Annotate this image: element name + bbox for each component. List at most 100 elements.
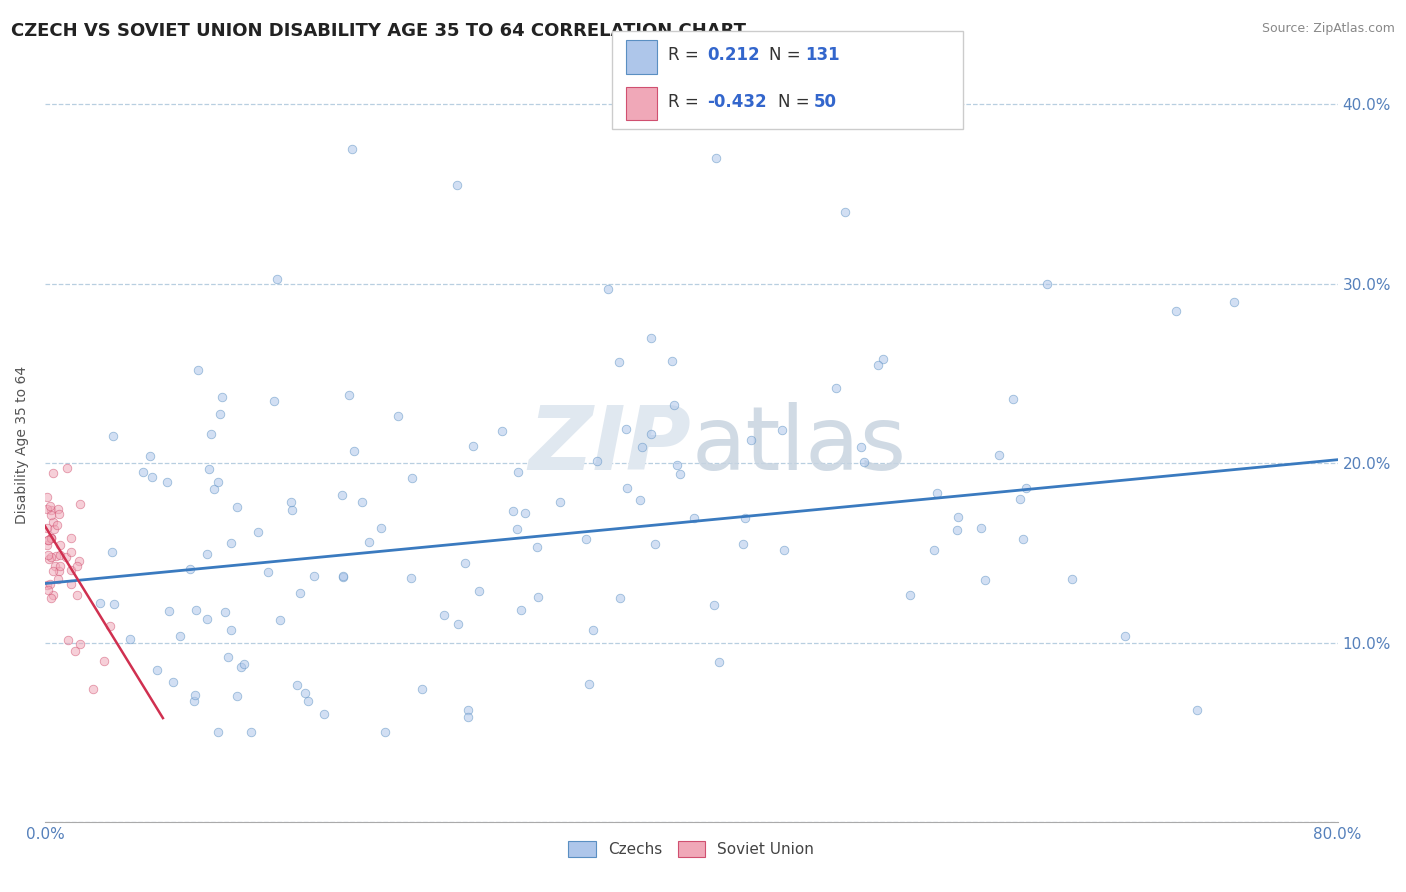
Point xyxy=(39,531,62,545)
Point xyxy=(925,486,948,500)
Point xyxy=(640,426,662,441)
Point xyxy=(100,545,122,559)
Point xyxy=(46,502,69,516)
Point xyxy=(332,488,354,502)
Point xyxy=(607,354,630,368)
Point xyxy=(683,510,706,524)
Point xyxy=(39,591,62,605)
Point xyxy=(411,681,433,696)
Point xyxy=(41,564,63,578)
Point xyxy=(446,178,468,193)
Point xyxy=(41,550,63,565)
Point xyxy=(37,537,59,551)
Point xyxy=(49,559,72,574)
Point xyxy=(401,471,423,485)
Point xyxy=(586,453,609,467)
Point xyxy=(132,465,155,479)
Point xyxy=(219,536,242,550)
Point xyxy=(66,588,89,602)
Point xyxy=(337,388,360,402)
Point xyxy=(457,709,479,723)
Text: Source: ZipAtlas.com: Source: ZipAtlas.com xyxy=(1261,22,1395,36)
Point xyxy=(35,501,58,516)
Point xyxy=(868,358,890,372)
Point xyxy=(433,607,456,622)
Point xyxy=(946,523,969,537)
Point xyxy=(578,677,600,691)
Point xyxy=(849,441,872,455)
Point xyxy=(46,572,69,586)
Point xyxy=(974,574,997,588)
Point xyxy=(157,604,180,618)
Point xyxy=(195,547,218,561)
Point xyxy=(156,475,179,489)
Point xyxy=(37,582,59,597)
Text: 131: 131 xyxy=(806,46,841,64)
Point xyxy=(740,433,762,447)
Point xyxy=(219,623,242,637)
Point xyxy=(69,497,91,511)
Text: N =: N = xyxy=(769,46,806,64)
Point xyxy=(644,537,666,551)
Point xyxy=(1008,492,1031,507)
Text: N =: N = xyxy=(778,93,814,111)
Point xyxy=(183,694,205,708)
Point xyxy=(526,591,548,605)
Point xyxy=(207,475,229,489)
Point xyxy=(640,331,662,345)
Point xyxy=(66,558,89,573)
Point xyxy=(733,537,755,551)
Point xyxy=(704,151,727,165)
Point xyxy=(872,351,894,366)
Point xyxy=(39,577,62,591)
Point xyxy=(98,619,121,633)
Point xyxy=(515,506,537,520)
Text: -0.432: -0.432 xyxy=(707,93,766,111)
Point xyxy=(48,507,70,521)
Point xyxy=(734,511,756,525)
Point xyxy=(352,495,374,509)
Point xyxy=(312,707,335,722)
Point xyxy=(103,598,125,612)
Text: 50: 50 xyxy=(814,93,837,111)
Point xyxy=(145,663,167,677)
Point xyxy=(898,588,921,602)
Point xyxy=(247,525,270,540)
Point xyxy=(37,533,59,548)
Point xyxy=(65,643,87,657)
Point xyxy=(1015,481,1038,495)
Point xyxy=(197,612,219,626)
Point xyxy=(280,495,302,509)
Point xyxy=(502,504,524,518)
Point xyxy=(285,678,308,692)
Point xyxy=(302,569,325,583)
Point xyxy=(41,531,63,545)
Point xyxy=(226,500,249,514)
Point xyxy=(616,481,638,495)
Point xyxy=(709,655,731,669)
Point xyxy=(1187,703,1209,717)
Point xyxy=(49,548,72,562)
Point xyxy=(575,532,598,546)
Point xyxy=(294,686,316,700)
Point xyxy=(184,688,207,702)
Point xyxy=(184,603,207,617)
Point xyxy=(42,523,65,537)
Point xyxy=(67,554,90,568)
Point xyxy=(207,725,229,739)
Point xyxy=(37,577,59,591)
Point xyxy=(118,632,141,647)
Point xyxy=(48,564,70,578)
Point xyxy=(39,531,62,545)
Point xyxy=(49,538,72,552)
Point xyxy=(288,585,311,599)
Point xyxy=(179,562,201,576)
Text: atlas: atlas xyxy=(692,401,907,489)
Point xyxy=(42,588,65,602)
Point xyxy=(55,461,77,475)
Point xyxy=(211,390,233,404)
Point xyxy=(266,272,288,286)
Point xyxy=(374,725,396,739)
Point xyxy=(1223,295,1246,310)
Point xyxy=(200,426,222,441)
